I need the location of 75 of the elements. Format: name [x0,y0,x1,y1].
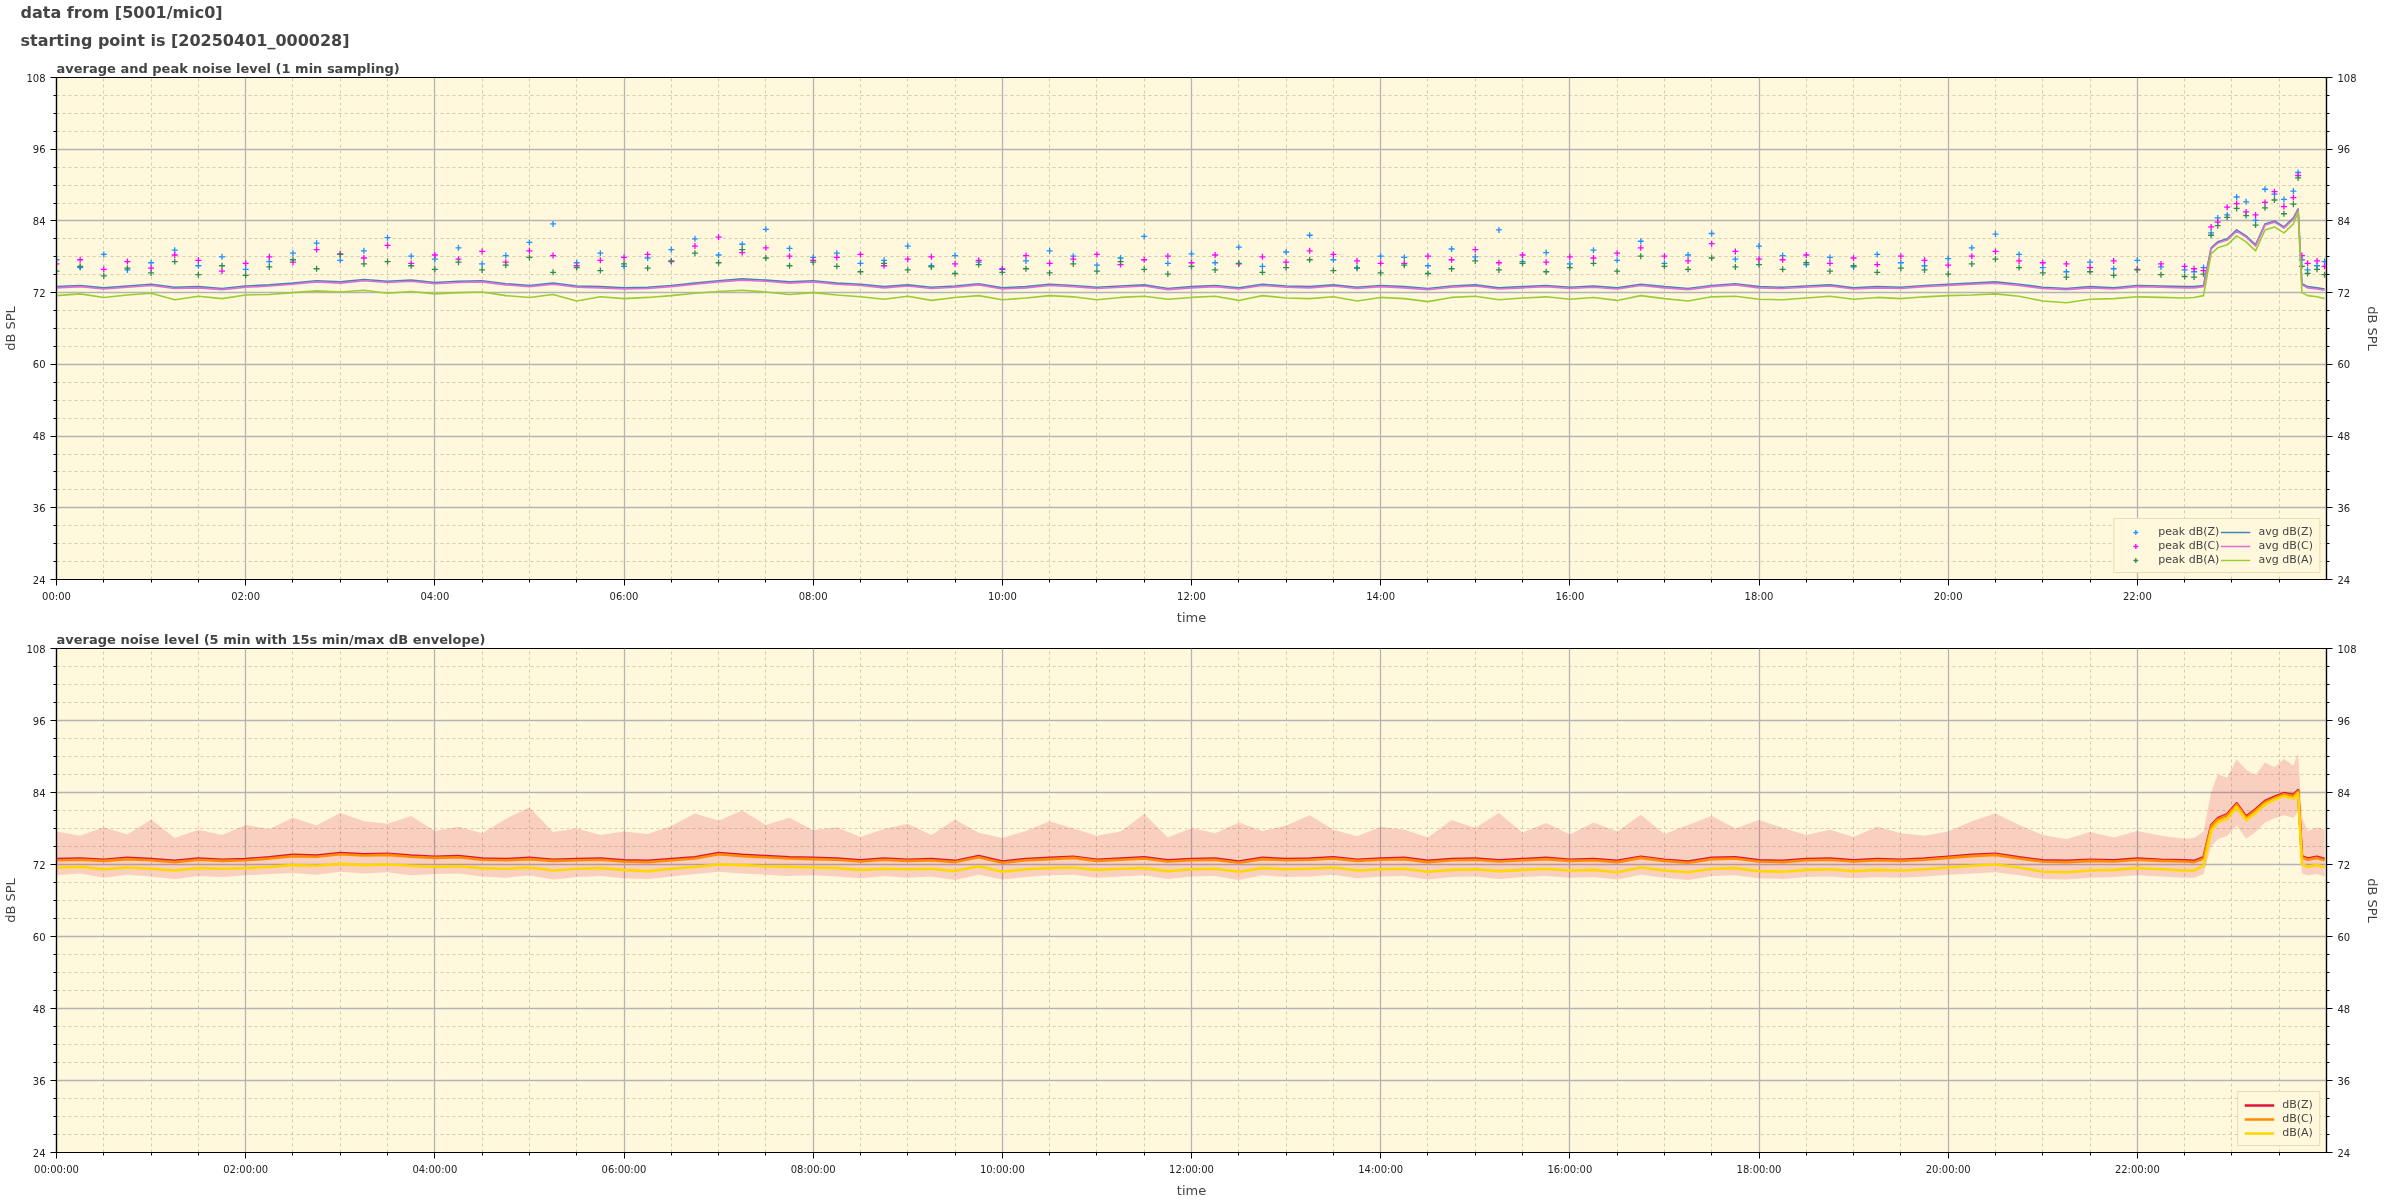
y2-tick-label: 72 [2337,859,2351,871]
y2-tick-label: 60 [2337,359,2351,371]
y2-tick-label: 24 [2337,1147,2351,1159]
y-axis-title: dB SPL [3,305,19,351]
y2-tick-label: 72 [2337,287,2351,299]
x-tick-label: 04:00:00 [412,1163,458,1175]
x-axis-title: time [1176,609,1207,625]
chart-title: average and peak noise level (1 min sampling) [56,60,400,76]
y-tick-label: 84 [32,787,46,799]
y-tick-label: 84 [32,215,46,227]
x-tick-label: 06:00:00 [601,1163,647,1175]
y2-tick-label: 96 [2337,715,2351,727]
x-tick-label: 08:00:00 [790,1163,836,1175]
y2-tick-label: 48 [2337,431,2351,443]
x-tick-label: 10:00:00 [979,1163,1025,1175]
y-tick-label: 96 [32,144,46,156]
x-tick-label: 00:00:00 [34,1163,79,1175]
x-tick-label: 14:00:00 [1358,1163,1404,1175]
x-tick-label: 10:00 [987,590,1017,602]
y2-tick-label: 84 [2337,215,2351,227]
legend-label: peak dB(A) [2158,553,2220,566]
x-tick-label: 00:00 [42,590,71,602]
y2-tick-label: 108 [2337,643,2357,655]
x-tick-label: 04:00 [420,590,450,602]
x-tick-label: 12:00:00 [1169,1163,1214,1175]
legend-label: avg dB(Z) [2258,525,2313,538]
y-tick-label: 60 [32,359,46,371]
y-tick-label: 60 [32,931,46,943]
x-tick-label: 16:00:00 [1547,1163,1593,1175]
y-tick-label: 48 [32,1003,46,1015]
y-tick-label: 72 [32,287,46,299]
x-tick-label: 06:00 [609,590,639,602]
y2-tick-label: 36 [2337,502,2351,514]
chart-title: average noise level (5 min with 15s min/max dB envelope) [56,631,486,647]
y-tick-label: 24 [32,1147,46,1159]
x-tick-label: 02:00:00 [223,1163,269,1175]
x-tick-label: 16:00 [1555,590,1585,602]
x-axis-title: time [1176,1182,1207,1198]
x-tick-label: 20:00 [1933,590,1963,602]
x-tick-label: 18:00 [1744,590,1774,602]
x-tick-label: 22:00 [2122,590,2152,602]
y-tick-label: 36 [32,1075,46,1087]
y-tick-label: 72 [32,859,46,871]
y-tick-label: 48 [32,431,46,443]
y-tick-label: 96 [32,715,46,727]
legend-label: peak dB(Z) [2158,525,2220,538]
y2-tick-label: 36 [2337,1075,2351,1087]
x-tick-label: 14:00 [1366,590,1396,602]
x-tick-label: 12:00 [1177,590,1206,602]
x-tick-label: 18:00:00 [1736,1163,1782,1175]
x-tick-label: 22:00:00 [2114,1163,2160,1175]
y2-tick-label: 108 [2337,72,2357,84]
legend-label: avg dB(A) [2258,553,2313,566]
y2-tick-label: 60 [2337,931,2351,943]
x-tick-label: 08:00 [798,590,828,602]
legend-label: peak dB(C) [2158,539,2220,552]
legend-label: dB(Z) [2282,1098,2313,1111]
y2-axis-title: dB SPL [2364,306,2380,352]
legend-label: avg dB(C) [2258,539,2313,552]
legend-label: dB(C) [2282,1112,2313,1125]
y2-axis-title: dB SPL [2364,878,2380,924]
y2-tick-label: 96 [2337,144,2351,156]
y2-tick-label: 24 [2337,574,2351,586]
y-tick-label: 108 [26,643,46,655]
y2-tick-label: 48 [2337,1003,2351,1015]
y2-tick-label: 84 [2337,787,2351,799]
y-tick-label: 36 [32,502,46,514]
y-tick-label: 24 [32,574,46,586]
y-tick-label: 108 [26,72,46,84]
y-axis-title: dB SPL [3,877,19,923]
text: data from [5001/mic0] [20,2,223,22]
text: starting point is [20250401_000028] [20,30,350,50]
x-tick-label: 02:00 [231,590,261,602]
legend-label: dB(A) [2282,1126,2313,1139]
x-tick-label: 20:00:00 [1925,1163,1971,1175]
